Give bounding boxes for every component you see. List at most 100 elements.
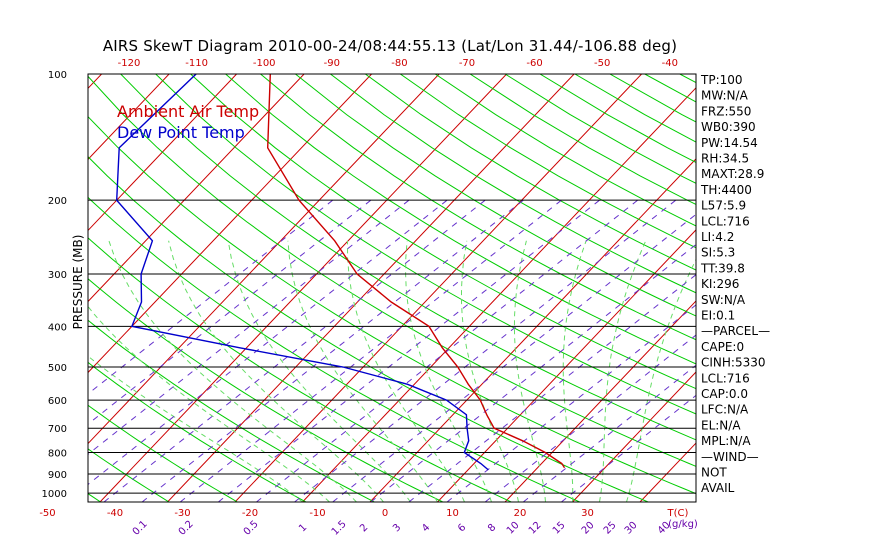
top-temp-tick-label: -50 (594, 58, 610, 69)
dry-adiabat-line (88, 493, 101, 502)
dry-adiabat-line (365, 74, 696, 271)
moist-adiabat-line (88, 355, 303, 502)
moist-adiabat-line (108, 240, 357, 502)
index-item: FRZ:550 (701, 104, 751, 118)
isotherm-line (88, 74, 170, 161)
moist-adiabat-line (168, 240, 384, 502)
mixing-ratio-tick-label: 6 (456, 522, 468, 534)
index-item: NOT (701, 466, 727, 480)
dry-adiabat-line (88, 237, 512, 502)
pressure-tick-label: 500 (48, 363, 67, 374)
dry-adiabat-line (295, 74, 696, 317)
mixing-ratio-line (446, 304, 696, 502)
pressure-tick-label: 400 (48, 322, 67, 333)
moist-adiabat-line (287, 240, 438, 502)
mixing-ratio-tick-label: 12 (527, 520, 544, 537)
mixing-ratio-tick-label: 15 (551, 520, 568, 537)
index-item: SW:N/A (701, 293, 746, 307)
plot-frame (87, 73, 697, 503)
chart-title: AIRS SkewT Diagram 2010-00-24/08:44:55.1… (103, 37, 677, 55)
mixing-ratio-line (218, 199, 600, 502)
mixing-ratio-line (88, 199, 372, 425)
isotherm-line (88, 74, 237, 232)
dew-point-temp-line (115, 74, 489, 471)
bottom-temp-tick-label: -20 (242, 508, 258, 519)
bottom-temp-tick-label: -40 (107, 508, 123, 519)
dry-adiabat-line (225, 74, 696, 365)
isotherm-line (504, 300, 696, 502)
top-temp-tick-label: -110 (185, 58, 208, 69)
index-item: TH:4400 (700, 183, 752, 197)
index-item: TP:100 (700, 73, 743, 87)
isotherm-line (369, 158, 696, 502)
dry-adiabat-line (88, 361, 307, 502)
index-item: LI:4.2 (701, 230, 734, 244)
index-item: CAP:0.0 (701, 387, 748, 401)
pressure-tick-label: 900 (48, 470, 67, 481)
index-item: RH:34.5 (701, 152, 749, 166)
dry-adiabat-line (155, 74, 696, 415)
mixing-ratio-tick-label: 0.5 (242, 519, 261, 538)
mixing-ratio-tick-label: 0.2 (177, 519, 196, 538)
index-item: KI:296 (701, 277, 739, 291)
mixing-ratio-line (294, 199, 677, 502)
dry-adiabat-line (750, 74, 870, 502)
mixing-ratio-line (141, 199, 524, 502)
isotherm-line (302, 87, 696, 502)
mixing-ratio-tick-label: 25 (602, 520, 619, 537)
mixing-ratio-tick-label: 3 (391, 522, 403, 534)
index-item: SI:5.3 (701, 246, 735, 260)
isotherm-line (572, 371, 696, 502)
index-item: —PARCEL— (701, 324, 770, 338)
index-item: LCL:716 (701, 214, 750, 228)
dry-adiabat-line (190, 74, 696, 390)
mixing-ratio-line (88, 199, 334, 395)
dry-adiabat-line (88, 75, 696, 467)
moist-adiabat-line (227, 240, 411, 502)
temp-unit-label: T(C) (667, 508, 689, 519)
mixing-ratio-tick-label: 1 (297, 522, 309, 534)
mixing-ratio-line (256, 199, 638, 502)
bottom-temp-tick-label: -50 (39, 508, 55, 519)
bottom-temp-tick-label: 30 (581, 508, 594, 519)
legend-dew-point-temp: Dew Point Temp (117, 123, 245, 142)
pressure-tick-label: 100 (48, 70, 67, 81)
profile-lines (115, 74, 566, 471)
mixing-ratio-tick-label: 2 (358, 522, 370, 534)
top-temp-tick-label: -90 (324, 58, 340, 69)
mixing-ratio-tick-label: 0.1 (131, 519, 150, 538)
index-item: TT:39.8 (700, 261, 745, 275)
moist-adiabat-line (88, 305, 330, 502)
bottom-temp-tick-label: 10 (446, 508, 459, 519)
isotherm-line (437, 229, 696, 502)
index-item: WB0:390 (701, 120, 756, 134)
dry-adiabat-line (400, 74, 696, 249)
dry-adiabat-line (434, 74, 696, 227)
mixing-ratio-line (103, 199, 486, 502)
dry-adiabat-line (88, 156, 649, 502)
bottom-temp-tick-label: 0 (382, 508, 388, 519)
index-item: EL:N/A (701, 418, 741, 432)
bottom-temp-tick-label: -10 (309, 508, 325, 519)
pressure-tick-label: 600 (48, 396, 67, 407)
dry-adiabat-line (88, 404, 238, 502)
moist-adiabat-line (513, 240, 546, 502)
index-item: MW:N/A (701, 89, 749, 103)
isotherm-line (0, 74, 34, 502)
ambient-air-temp-line (266, 74, 566, 469)
index-item: PW:14.54 (701, 136, 758, 150)
mixing-ratio-line (332, 213, 696, 502)
pressure-tick-label: 700 (48, 424, 67, 435)
mixing-ratio-line (370, 243, 696, 502)
index-item: L57:5.9 (701, 199, 746, 213)
dry-adiabat-line (0, 74, 32, 502)
top-temp-tick-label: -100 (253, 58, 276, 69)
isotherm-line (234, 74, 642, 502)
dry-adiabat-line (330, 74, 696, 294)
isotherm-line (88, 74, 102, 90)
dry-adiabat-line (504, 74, 696, 184)
index-item: MPL:N/A (701, 434, 751, 448)
index-item: MAXT:28.9 (701, 167, 764, 181)
